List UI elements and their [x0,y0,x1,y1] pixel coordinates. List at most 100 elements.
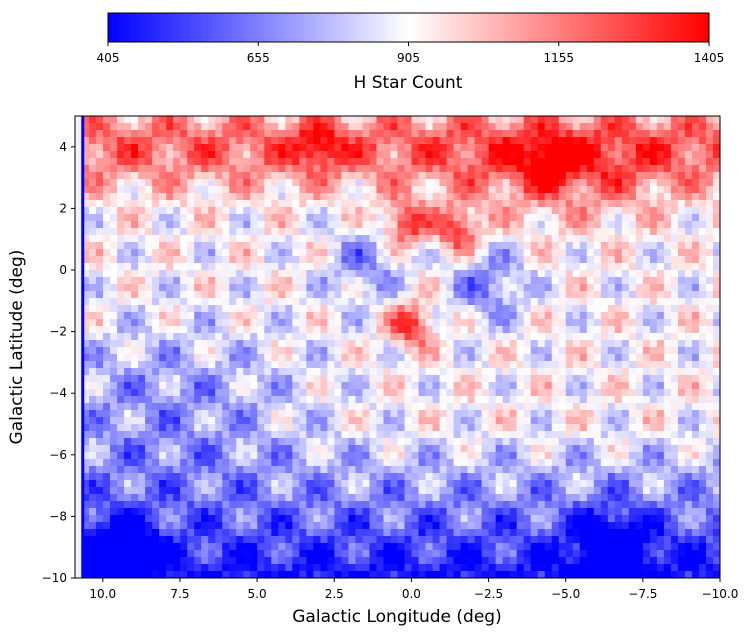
heatmap-cell [187,452,195,460]
heatmap-cell [502,326,511,334]
heatmap-cell [89,158,97,166]
heatmap-cell [474,438,483,446]
heatmap-cell [341,165,350,173]
heatmap-cell [572,452,581,460]
heatmap-cell [250,466,258,474]
heatmap-cell [439,487,448,495]
heatmap-cell [593,396,602,404]
heatmap-cell [236,382,244,390]
heatmap-cell [418,298,427,306]
heatmap-cell [488,494,497,502]
heatmap-cell [229,172,237,180]
heatmap-cell [712,452,720,460]
heatmap-cell [530,459,539,467]
heatmap-cell [348,214,357,222]
heatmap-cell [705,396,714,404]
heatmap-cell [495,200,504,208]
heatmap-cell [621,452,630,460]
colorbar-tick-label: 655 [247,51,270,65]
heatmap-cell [264,207,272,215]
heatmap-cell [313,424,321,432]
heatmap-cell [411,396,420,404]
heatmap-cell [614,116,623,124]
heatmap-cell [131,459,139,467]
heatmap-cell [222,172,230,180]
heatmap-cell [411,424,420,432]
heatmap-cell [187,228,195,236]
heatmap-cell [369,284,378,292]
heatmap-cell [705,207,714,215]
heatmap-cell [327,375,335,383]
heatmap-cell [446,354,455,362]
heatmap-cell [236,375,244,383]
heatmap-cell [173,431,181,439]
heatmap-cell [523,256,532,264]
heatmap-cell [306,228,314,236]
heatmap-cell [124,228,132,236]
heatmap-cell [124,487,132,495]
heatmap-cell [243,494,251,502]
heatmap-cell [159,186,167,194]
heatmap-cell [474,249,483,257]
heatmap-cell [684,319,693,327]
heatmap-cell [278,116,286,124]
heatmap-cell [397,340,406,348]
heatmap-cell [278,361,286,369]
heatmap-cell [390,452,399,460]
heatmap-cell [110,396,118,404]
heatmap-cell [642,214,651,222]
heatmap-cell [201,431,209,439]
heatmap-cell [376,319,385,327]
heatmap-cell [250,235,258,243]
heatmap-cell [698,410,707,418]
heatmap-cell [670,382,679,390]
heatmap-cell [558,228,567,236]
heatmap-cell [229,186,237,194]
heatmap-cell [397,459,406,467]
heatmap-cell [376,172,385,180]
heatmap-cell [516,256,525,264]
heatmap-cell [145,298,153,306]
heatmap-cell [705,137,714,145]
heatmap-cell [705,368,714,376]
heatmap-cell [488,375,497,383]
heatmap-cell [600,235,609,243]
heatmap-cell [488,200,497,208]
heatmap-cell [439,165,448,173]
heatmap-cell [635,340,644,348]
heatmap-cell [341,375,350,383]
heatmap-cell [565,284,574,292]
heatmap-cell [271,424,279,432]
heatmap-cell [243,263,251,271]
heatmap-cell [565,417,574,425]
heatmap-cell [341,340,350,348]
heatmap-cell [516,263,525,271]
heatmap-cell [488,354,497,362]
heatmap-cell [145,417,153,425]
heatmap-cell [467,284,476,292]
heatmap-cell [180,130,188,138]
heatmap-cell [278,438,286,446]
heatmap-cell [187,389,195,397]
heatmap-cell [306,200,314,208]
heatmap-cell [110,298,118,306]
heatmap-cell [292,319,300,327]
heatmap-cell [502,200,511,208]
heatmap-cell [320,445,328,453]
heatmap-cell [390,487,399,495]
heatmap-cell [418,179,427,187]
heatmap-cell [509,249,518,257]
heatmap-cell [327,144,335,152]
heatmap-cell [376,333,385,341]
heatmap-cell [334,305,343,313]
heatmap-cell [642,396,651,404]
heatmap-cell [593,452,602,460]
heatmap-cell [138,319,146,327]
heatmap-cell [516,480,525,488]
heatmap-cell [614,123,623,131]
heatmap-cell [236,228,244,236]
heatmap-cell [383,473,392,481]
heatmap-cell [124,466,132,474]
heatmap-cell [271,305,279,313]
heatmap-cell [96,389,104,397]
